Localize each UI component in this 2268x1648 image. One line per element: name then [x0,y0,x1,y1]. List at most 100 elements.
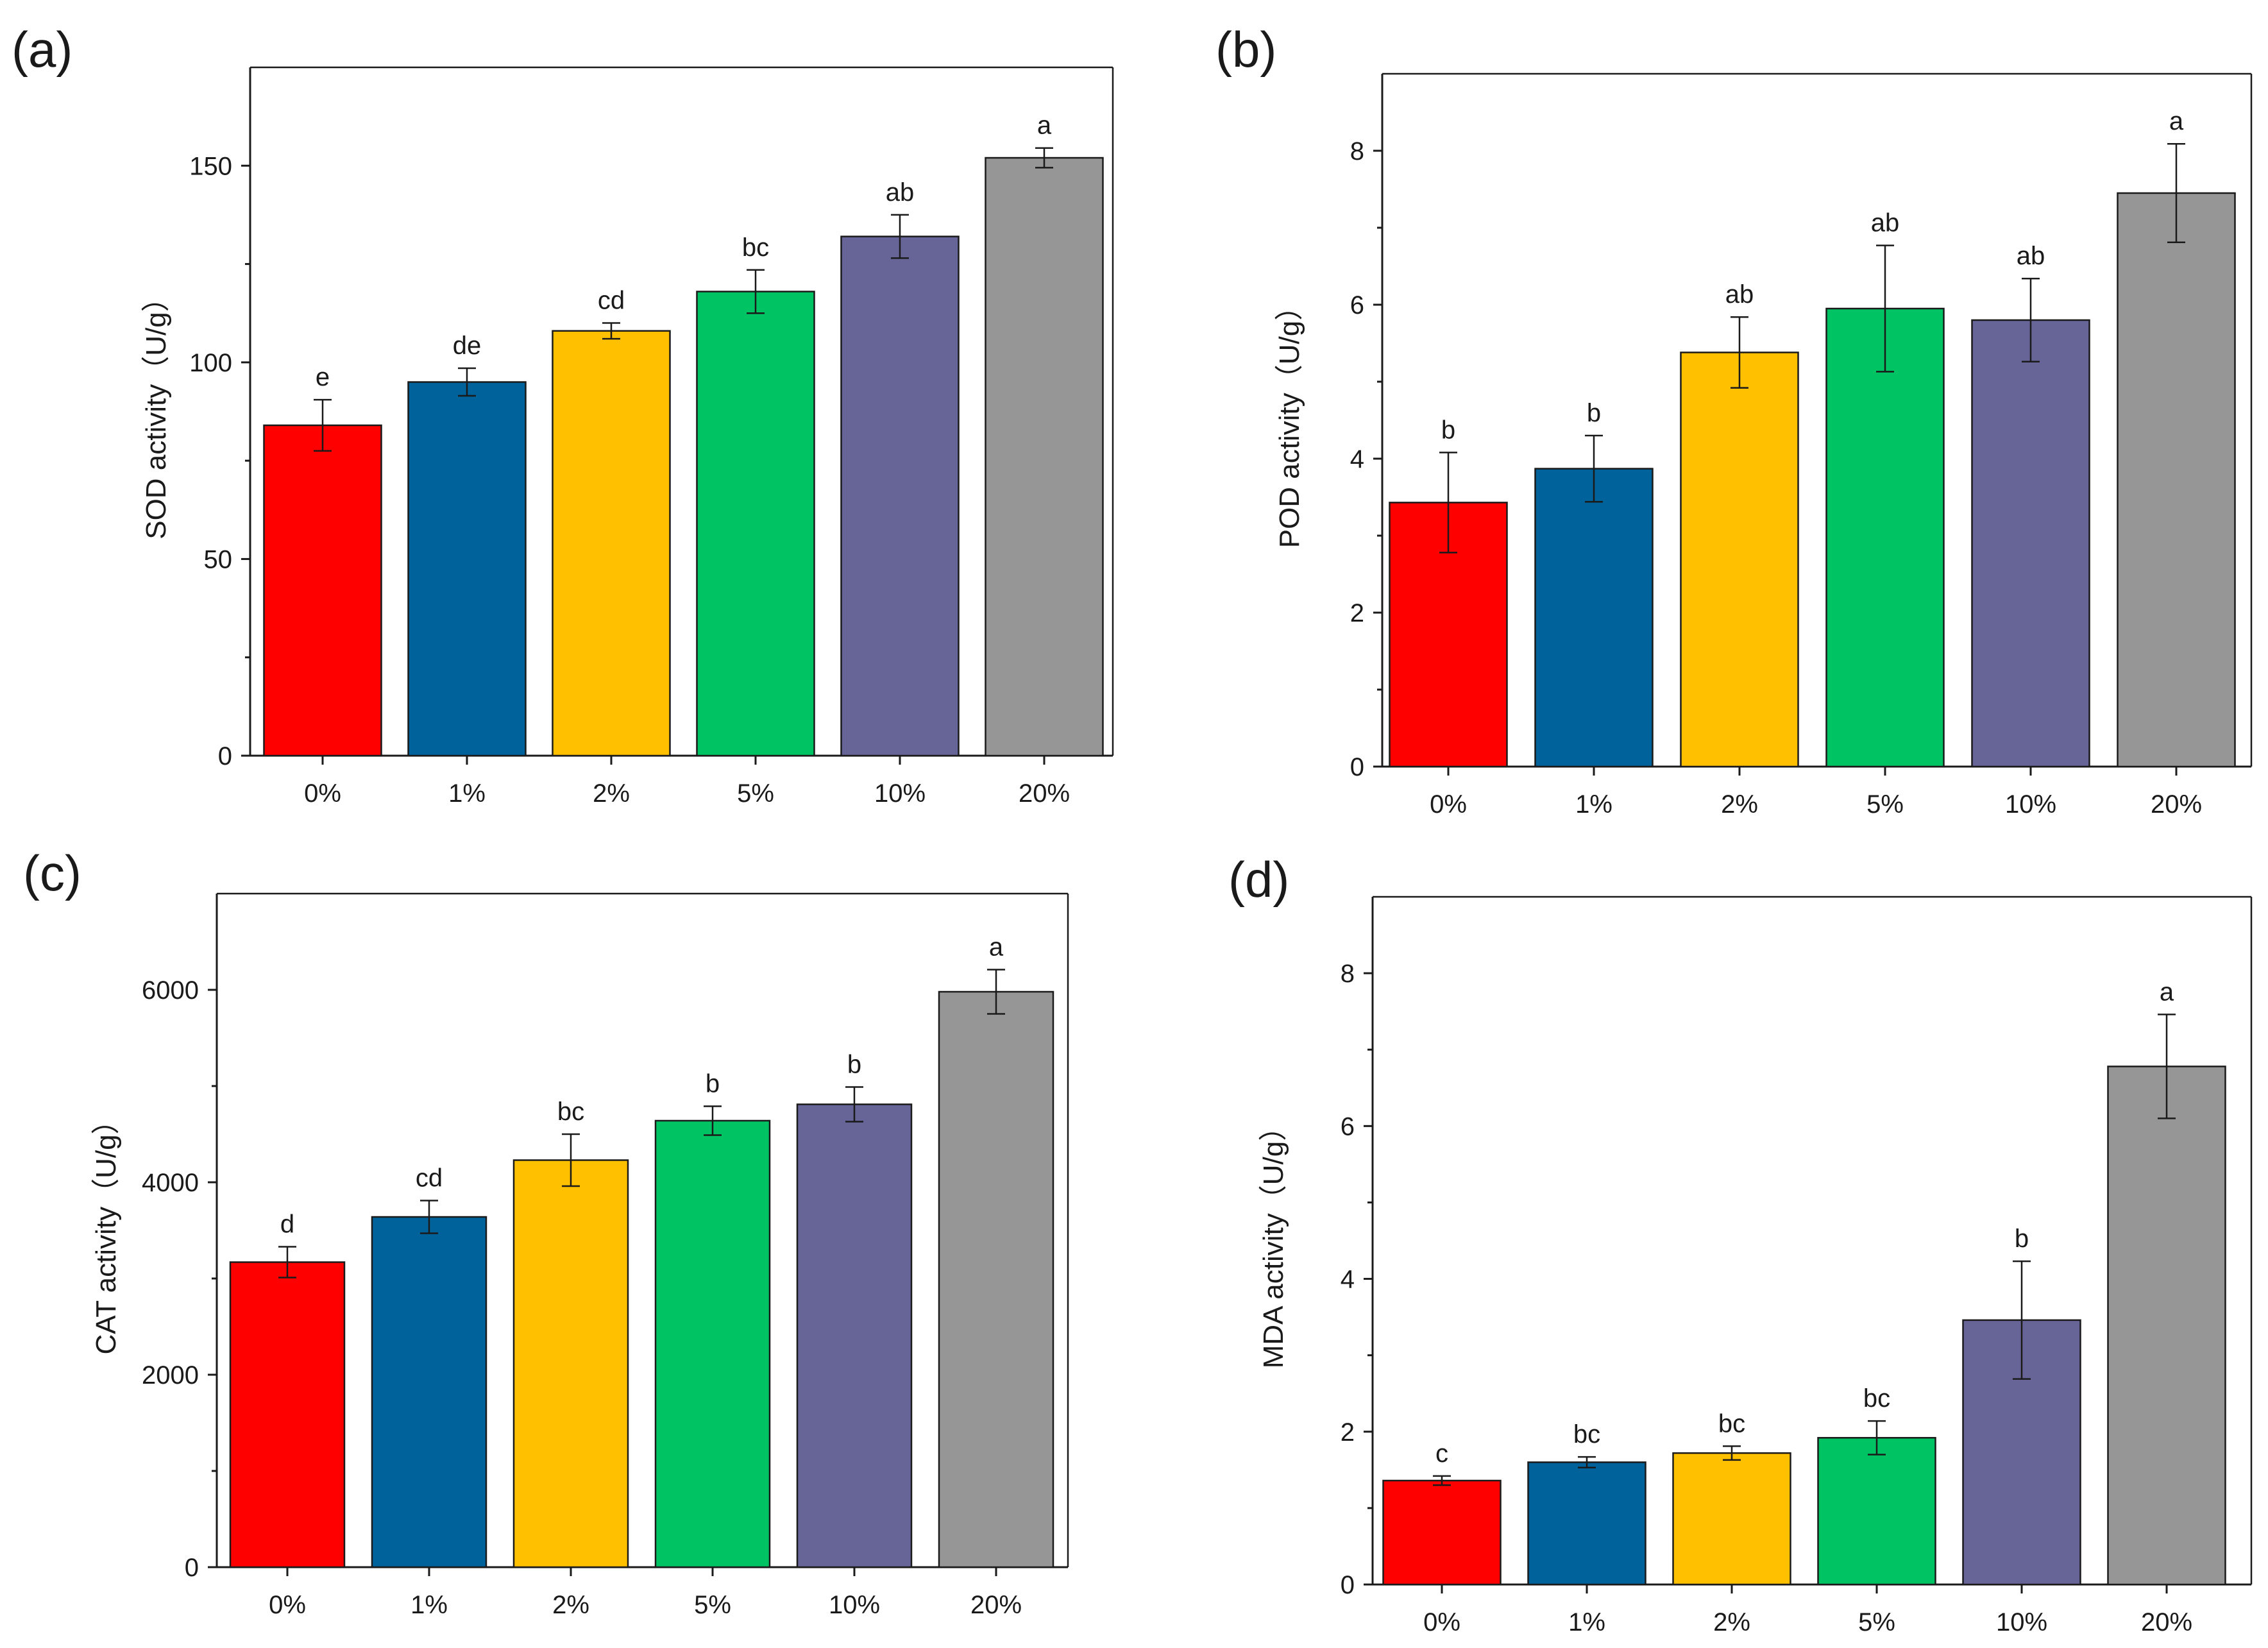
significance-label: ab [886,178,915,207]
significance-label: a [1037,112,1052,140]
y-tick-label: 0 [185,1554,199,1582]
y-axis-title: CAT activity（U/g） [90,1106,122,1354]
bar-5% [696,291,815,757]
significance-label: bc [742,234,769,262]
bar-20% [2107,1066,2226,1586]
y-tick-label: 6 [1341,1112,1355,1141]
x-tick-label: 5% [1858,1608,1895,1636]
bar-2% [1672,1452,1791,1586]
y-tick-label: 6000 [142,976,199,1005]
panel-letter: (c) [23,845,81,901]
x-tick-label: 5% [694,1591,731,1619]
bar-20% [985,157,1104,757]
y-tick-label: 8 [1350,137,1364,166]
x-tick-label: 1% [1575,790,1612,819]
bar-1% [407,381,527,757]
y-tick-label: 0 [1341,1571,1355,1599]
panel-letter: (d) [1228,851,1289,908]
significance-label: b [2015,1225,2029,1253]
y-tick-label: 2 [1341,1418,1355,1447]
y-tick-label: 2 [1350,599,1364,627]
x-tick-label: 10% [874,779,926,808]
x-tick-label: 5% [1866,790,1904,819]
bar-5% [654,1119,771,1568]
significance-label: cd [416,1164,443,1193]
x-tick-label: 20% [1019,779,1070,808]
bar-0% [263,424,382,757]
y-tick-label: 2000 [142,1361,199,1389]
significance-label: b [1441,416,1455,444]
x-tick-label: 20% [2141,1608,2192,1636]
bar-0% [229,1261,346,1568]
significance-label: cd [598,287,625,315]
x-tick-label: 1% [1568,1608,1605,1636]
bar-20% [938,990,1054,1568]
x-tick-label: 1% [410,1591,448,1619]
y-tick-label: 100 [189,349,232,377]
x-tick-label: 0% [1423,1608,1460,1636]
x-tick-label: 0% [269,1591,306,1619]
y-tick-label: 0 [1350,753,1364,781]
x-tick-label: 0% [304,779,341,808]
significance-label: ab [1871,209,1900,237]
significance-label: bc [1718,1409,1745,1438]
bar-10% [1971,319,2090,768]
bar-1% [371,1216,487,1568]
chart-panel-b: (b) 0 2 4 6 8 POD activity（U/g） b 0% b 1% ab 2% ab 5% a… [1215,21,2253,819]
significance-label: e [316,363,330,391]
significance-label: b [847,1051,861,1079]
significance-label: b [1587,399,1601,427]
bar-20% [2117,192,2236,768]
significance-label: ab [1725,280,1754,309]
y-tick-label: 4000 [142,1169,199,1197]
x-tick-label: 2% [552,1591,589,1619]
significance-label: c [1435,1440,1448,1468]
significance-label: a [2160,978,2174,1006]
significance-label: ab [2017,242,2045,270]
bar-5% [1825,307,1945,768]
y-tick-label: 4 [1350,445,1364,473]
bar-1% [1527,1461,1646,1586]
significance-label: a [2169,107,2184,135]
y-tick-label: 150 [189,152,232,180]
significance-label: bc [557,1098,584,1126]
bar-0% [1382,1479,1502,1586]
chart-panel-a: (a) 0 50 100 150 SOD activity（U/g） e 0% de 1% cd 2%… [12,21,1114,808]
y-tick-label: 50 [204,545,233,573]
significance-label: de [453,332,482,360]
x-tick-label: 2% [1713,1608,1750,1636]
significance-label: a [989,933,1004,962]
x-tick-label: 5% [737,779,774,808]
bar-10% [840,235,960,757]
bar-10% [796,1103,913,1568]
x-tick-label: 10% [1996,1608,2047,1636]
y-axis-title: MDA activity（U/g） [1258,1113,1289,1369]
panel-letter: (a) [12,21,72,78]
x-tick-label: 20% [2151,790,2202,819]
bar-1% [1534,468,1654,768]
chart-panel-c: (c) 0 2000 4000 6000 CAT activity（U/g） d 0% cd 1%… [23,845,1069,1619]
x-tick-label: 10% [2005,790,2056,819]
bar-5% [1817,1437,1936,1586]
y-axis-title: SOD activity（U/g） [140,284,172,539]
y-tick-label: 0 [218,742,232,770]
y-tick-label: 4 [1341,1266,1355,1294]
chart-panel-d: (d) 0 2 4 6 8 MDA activity（U/g） c 0% bc 1% bc 2% bc 5%… [1228,851,2253,1636]
x-tick-label: 10% [829,1591,880,1619]
x-tick-label: 0% [1430,790,1467,819]
bar-2% [512,1159,629,1568]
x-tick-label: 2% [1721,790,1758,819]
significance-label: d [280,1211,294,1239]
bar-2% [1680,352,1799,768]
y-axis-title: POD activity（U/g） [1274,293,1305,548]
x-tick-label: 1% [448,779,486,808]
x-tick-label: 20% [970,1591,1022,1619]
significance-label: bc [1573,1420,1600,1448]
y-tick-label: 6 [1350,291,1364,319]
significance-label: bc [1863,1384,1890,1413]
x-tick-label: 2% [593,779,630,808]
y-tick-label: 8 [1341,960,1355,988]
significance-label: b [706,1070,720,1098]
panel-letter: (b) [1215,21,1276,78]
